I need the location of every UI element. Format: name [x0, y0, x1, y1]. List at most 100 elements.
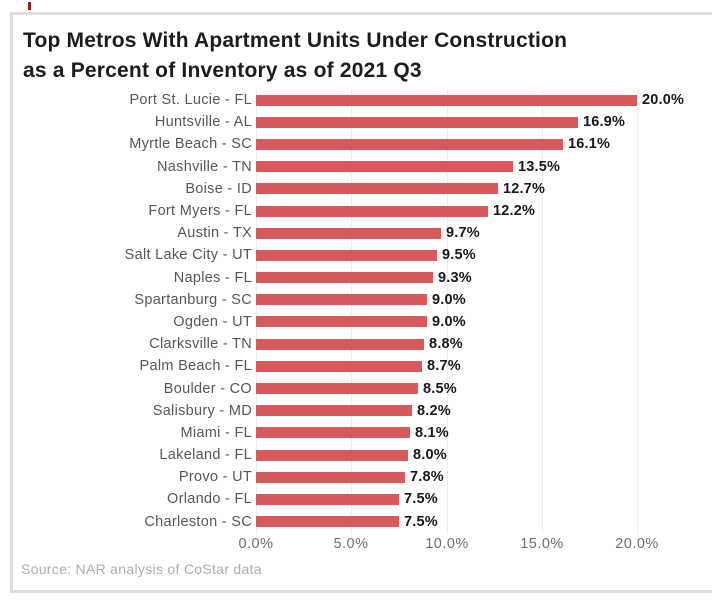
bar	[256, 493, 399, 505]
value-label: 9.0%	[432, 313, 466, 330]
category-label: Huntsville - AL	[154, 114, 252, 131]
bar	[256, 294, 427, 306]
bar	[256, 427, 410, 439]
chart-title-line2: as a Percent of Inventory as of 2021 Q3	[23, 59, 422, 82]
chart-row: Palm Beach - FL 8.7%	[13, 355, 712, 377]
value-label: 8.7%	[427, 358, 461, 375]
chart-title: Top Metros With Apartment Units Under Co…	[23, 26, 712, 86]
chart-row: Spartanburg - SC 9.0%	[13, 289, 712, 311]
value-label: 8.8%	[429, 336, 463, 353]
value-label: 12.2%	[493, 203, 536, 220]
value-label: 8.0%	[413, 447, 447, 464]
chart-row: Miami - FL 8.1%	[13, 422, 712, 444]
value-label: 8.2%	[417, 402, 451, 419]
gridline	[256, 89, 257, 534]
category-label: Naples - FL	[173, 269, 252, 286]
x-tick-label: 10.0%	[425, 536, 469, 552]
value-label: 8.5%	[423, 380, 457, 397]
screen-edge-artifact	[28, 2, 31, 10]
bar	[256, 449, 408, 461]
chart-panel: Top Metros With Apartment Units Under Co…	[10, 12, 712, 593]
chart-row: Charleston - SC 7.5%	[13, 511, 712, 533]
gridline	[447, 89, 448, 534]
value-label: 20.0%	[642, 92, 685, 109]
chart-row: Myrtle Beach - SC 16.1%	[13, 133, 712, 155]
gridline	[542, 89, 543, 534]
value-label: 8.1%	[415, 424, 449, 441]
value-label: 12.7%	[503, 180, 546, 197]
value-label: 7.5%	[404, 491, 438, 508]
chart-row: Salt Lake City - UT 9.5%	[13, 244, 712, 266]
chart-row: Provo - UT 7.8%	[13, 466, 712, 488]
bar	[256, 116, 578, 128]
gridline	[637, 89, 638, 534]
category-label: Charleston - SC	[144, 513, 252, 530]
category-label: Palm Beach - FL	[139, 358, 252, 375]
category-label: Fort Myers - FL	[148, 203, 252, 220]
chart-row: Fort Myers - FL 12.2%	[13, 200, 712, 222]
x-tick-label: 20.0%	[615, 536, 659, 552]
chart-row: Huntsville - AL 16.9%	[13, 111, 712, 133]
bar-chart: Port St. Lucie - FL 20.0% Huntsville - AL 1…	[13, 89, 712, 554]
bar	[256, 360, 422, 372]
value-label: 9.7%	[446, 225, 480, 242]
category-label: Port St. Lucie - FL	[129, 92, 252, 109]
bar	[256, 471, 405, 483]
chart-row: Port St. Lucie - FL 20.0%	[13, 89, 712, 111]
chart-row: Boulder - CO 8.5%	[13, 377, 712, 399]
bar	[256, 272, 433, 284]
category-label: Myrtle Beach - SC	[129, 136, 252, 153]
value-label: 9.5%	[442, 247, 476, 264]
chart-title-line1: Top Metros With Apartment Units Under Co…	[23, 29, 568, 52]
value-label: 16.9%	[583, 114, 626, 131]
category-label: Austin - TX	[177, 225, 252, 242]
value-label: 9.0%	[432, 291, 466, 308]
chart-row: Naples - FL 9.3%	[13, 267, 712, 289]
value-label: 16.1%	[568, 136, 611, 153]
chart-row: Salisbury - MD 8.2%	[13, 400, 712, 422]
chart-row: Ogden - UT 9.0%	[13, 311, 712, 333]
category-label: Lakeland - FL	[159, 447, 252, 464]
category-label: Clarksville - TN	[149, 336, 252, 353]
category-label: Spartanburg - SC	[134, 291, 252, 308]
chart-rows: Port St. Lucie - FL 20.0% Huntsville - AL 1…	[13, 89, 712, 533]
bar	[256, 405, 412, 417]
value-label: 13.5%	[518, 158, 561, 175]
bar	[256, 94, 637, 106]
category-label: Salt Lake City - UT	[124, 247, 252, 264]
bar	[256, 338, 424, 350]
x-tick-label: 5.0%	[333, 536, 369, 552]
category-label: Boulder - CO	[163, 380, 252, 397]
value-label: 7.5%	[404, 513, 438, 530]
category-label: Boise - ID	[185, 180, 252, 197]
x-tick-label: 0.0%	[238, 536, 274, 552]
bar	[256, 138, 563, 150]
gridline	[351, 89, 352, 534]
chart-row: Lakeland - FL 8.0%	[13, 444, 712, 466]
bar	[256, 161, 513, 173]
bar	[256, 183, 498, 195]
category-label: Nashville - TN	[157, 158, 252, 175]
bar	[256, 316, 427, 328]
source-note: Source: NAR analysis of CoStar data	[21, 561, 262, 577]
chart-row: Boise - ID 12.7%	[13, 178, 712, 200]
value-label: 7.8%	[410, 469, 444, 486]
bar	[256, 205, 488, 217]
category-label: Salisbury - MD	[152, 402, 252, 419]
x-tick-label: 15.0%	[520, 536, 564, 552]
x-axis: 0.0% 5.0% 10.0% 15.0% 20.0%	[238, 536, 712, 556]
bar	[256, 516, 399, 528]
bar	[256, 383, 418, 395]
category-label: Provo - UT	[178, 469, 252, 486]
value-label: 9.3%	[438, 269, 472, 286]
chart-row: Clarksville - TN 8.8%	[13, 333, 712, 355]
bar	[256, 249, 437, 261]
chart-row: Nashville - TN 13.5%	[13, 156, 712, 178]
chart-row: Orlando - FL 7.5%	[13, 488, 712, 510]
chart-row: Austin - TX 9.7%	[13, 222, 712, 244]
gridlines	[256, 89, 712, 534]
category-label: Ogden - UT	[173, 313, 252, 330]
category-label: Miami - FL	[180, 424, 252, 441]
category-label: Orlando - FL	[167, 491, 252, 508]
bar	[256, 227, 441, 239]
